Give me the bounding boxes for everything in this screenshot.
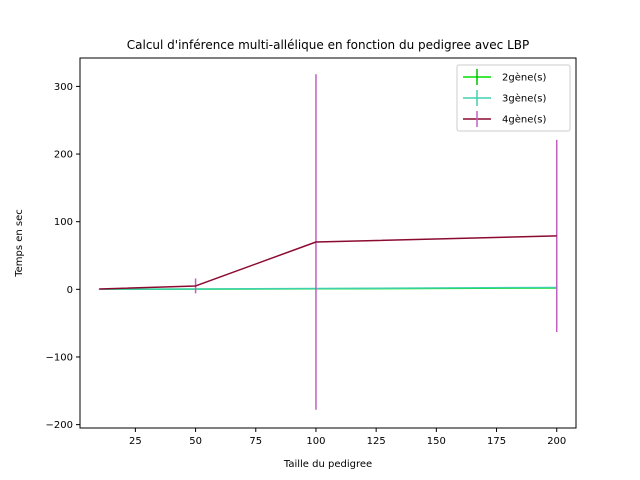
legend-frame	[456, 64, 571, 132]
legend-item: 3gène(s)	[463, 90, 546, 106]
plot-area	[98, 74, 558, 410]
legend-label: 2gène(s)	[502, 72, 546, 84]
x-tick-label: 175	[487, 436, 506, 447]
series-line	[99, 235, 557, 290]
x-tick-label: 100	[306, 436, 325, 447]
series-line	[99, 286, 557, 290]
x-tick-label: 50	[189, 436, 202, 447]
x-tick-label: 25	[129, 436, 142, 447]
x-axis: 25 50 75 100 125 150 175 200	[129, 428, 566, 447]
y-tick-label: 200	[54, 150, 73, 161]
legend-item: 4gène(s)	[463, 111, 546, 127]
y-tick-label: −100	[46, 352, 73, 363]
y-axis: −200 −100 0 100 200 300	[46, 82, 80, 431]
y-tick-label: 0	[67, 285, 73, 296]
x-tick-label: 75	[249, 436, 262, 447]
y-tick-label: 300	[54, 82, 73, 93]
plot-frame	[79, 57, 577, 429]
x-axis-label: Taille du pedigree	[283, 459, 372, 470]
legend-label: 4gène(s)	[502, 114, 546, 126]
y-tick-label: −200	[46, 420, 73, 431]
legend-item: 2gène(s)	[463, 69, 546, 85]
legend-label: 3gène(s)	[502, 93, 546, 105]
series-3	[98, 74, 558, 410]
x-tick-label: 150	[427, 436, 446, 447]
y-tick-label: 100	[54, 217, 73, 228]
legend: 2gène(s) 3gène(s) 4gène(s)	[456, 64, 571, 132]
x-tick-label: 200	[547, 436, 566, 447]
x-tick-label: 125	[367, 436, 386, 447]
chart-title: Calcul d'inférence multi-allélique en fo…	[127, 38, 529, 52]
y-axis-label: Temps en sec	[14, 209, 25, 278]
